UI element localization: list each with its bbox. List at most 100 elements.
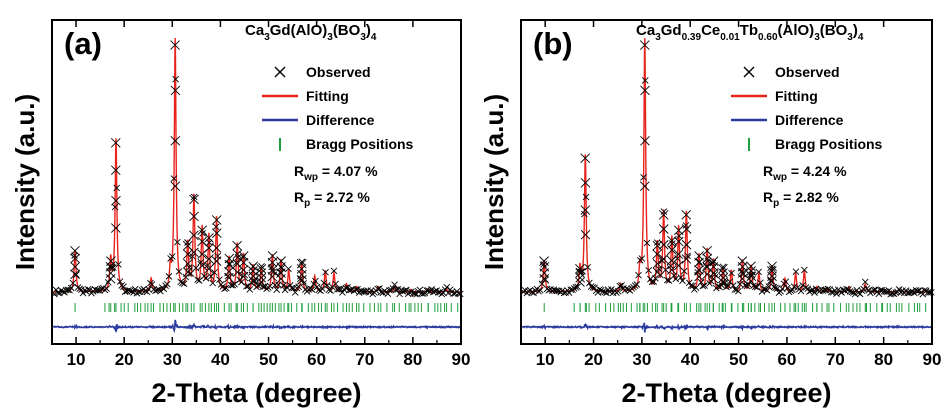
legend-bragg-label: Bragg Positions [775, 136, 883, 152]
x-tick-label: 60 [777, 350, 796, 369]
observed-point [623, 285, 630, 292]
observed-point [204, 243, 214, 253]
observed-point [197, 225, 207, 236]
observed-point [98, 285, 105, 292]
observed-point [640, 173, 647, 181]
observed-point [376, 285, 383, 292]
observed-point [72, 271, 80, 278]
observed-point [702, 269, 712, 280]
formula-text: ) [366, 22, 371, 39]
observed-point [70, 261, 80, 272]
observed-point [280, 282, 287, 289]
observed-point [211, 243, 222, 253]
observed-point [799, 281, 806, 289]
x-tick-label: 30 [632, 350, 651, 369]
r-factor-subscript: p [773, 198, 779, 209]
formula-text: ) [853, 22, 858, 39]
legend-bragg-label: Bragg Positions [306, 136, 414, 152]
observed-point [135, 288, 142, 296]
x-tick-label: 10 [536, 350, 555, 369]
observed-point [560, 289, 568, 297]
observed-point [635, 271, 642, 279]
observed-point [736, 280, 744, 288]
r-factor-text: Rwp = 4.24 % [763, 163, 847, 183]
observed-point [126, 287, 134, 295]
observed-point [396, 290, 403, 298]
x-tick-label: 40 [681, 350, 700, 369]
observed-point [639, 40, 650, 50]
observed-point [189, 211, 199, 222]
observed-point [238, 271, 249, 282]
observed-point [599, 288, 607, 295]
legend: Observed Fitting Difference Bragg Positions… [262, 64, 414, 209]
x-tick-label: 50 [259, 350, 278, 369]
observed-point [782, 278, 790, 286]
r-factor-subscript: wp [303, 172, 318, 183]
observed-point [582, 193, 590, 201]
observed-point [204, 254, 214, 264]
observed-point [297, 269, 307, 280]
observed-point [766, 276, 777, 286]
observed-point [689, 282, 696, 290]
observed-point [330, 267, 338, 275]
observed-point [575, 268, 585, 278]
observed-point [131, 285, 139, 293]
observed-point [581, 210, 588, 218]
observed-point [843, 285, 850, 293]
observed-point [702, 246, 712, 256]
observed-point [528, 288, 536, 296]
observed-point [616, 282, 624, 290]
observed-point [204, 264, 214, 274]
y-axis-label: Intensity (a.u.) [479, 94, 509, 270]
observed-point [318, 285, 326, 292]
observed-point [828, 288, 835, 296]
observed-point [148, 281, 156, 288]
observed-point [403, 286, 410, 294]
difference-series-line [521, 322, 933, 333]
fitting-series-line [52, 38, 462, 293]
observed-point [76, 285, 83, 292]
observed-point [296, 275, 304, 283]
observed-point [285, 265, 292, 273]
observed-point [110, 223, 121, 233]
observed-point [728, 269, 735, 277]
observed-point [650, 278, 658, 286]
observed-point [226, 260, 233, 267]
x-tick-label: 90 [452, 350, 471, 369]
observed-point [694, 271, 704, 282]
observed-point [679, 277, 686, 285]
formula-subscript: 0.39 [682, 32, 702, 43]
observed-point [673, 260, 684, 271]
observed-point [640, 135, 650, 146]
observed-point [638, 255, 646, 262]
legend-observed-marker [274, 66, 286, 78]
observed-point [116, 278, 124, 285]
panel-label: (b) [533, 26, 573, 61]
r-factor-value: = 2.82 % [779, 189, 839, 205]
r-factor-text: Rwp = 4.07 % [294, 163, 378, 183]
r-factor-subscript: wp [772, 172, 787, 183]
observed-point [666, 265, 677, 275]
r-factor-text: Rp = 2.72 % [294, 189, 370, 209]
observed-point [332, 280, 339, 288]
observed-point [221, 285, 228, 293]
formula-text: Ce [701, 22, 720, 39]
observed-point [572, 283, 580, 291]
observed-point [172, 75, 179, 83]
observed-point [168, 253, 176, 260]
observed-point [377, 288, 385, 296]
observed-point [594, 289, 602, 296]
formula-text: Ca [245, 22, 265, 39]
x-axis-label: 2-Theta (degree) [621, 378, 831, 408]
observed-point [232, 267, 243, 277]
observed-point [170, 181, 181, 191]
r-factor-value: = 4.24 % [787, 163, 847, 179]
observed-point [591, 284, 598, 292]
legend-fitting-label: Fitting [775, 88, 818, 104]
observed-point [308, 286, 316, 293]
observed-point [182, 273, 190, 281]
observed-point [312, 277, 319, 285]
observed-point [438, 290, 446, 298]
observed-point [792, 268, 800, 276]
